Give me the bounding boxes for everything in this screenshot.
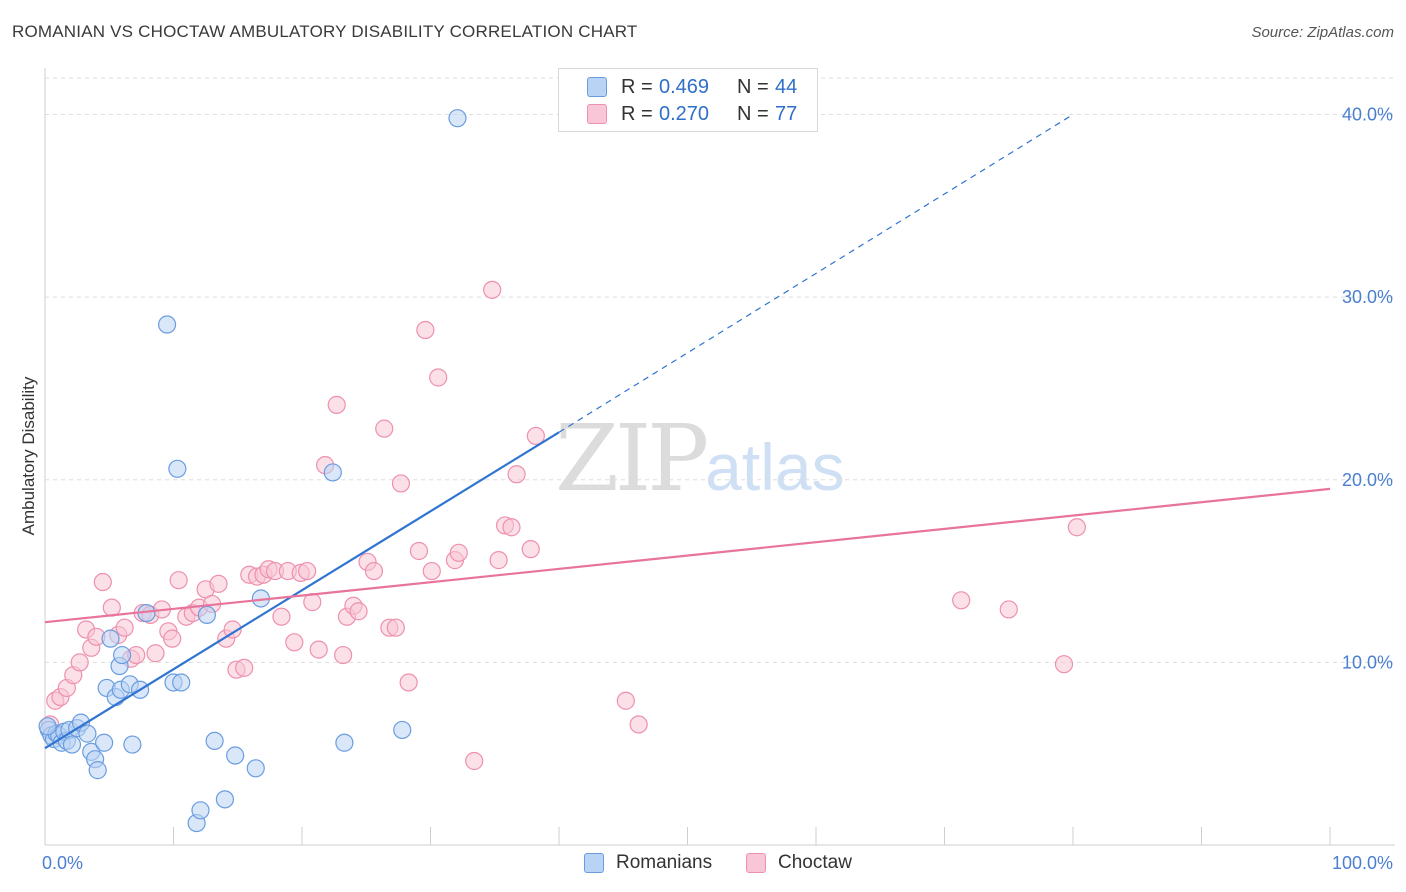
romanians-point: [191, 801, 210, 820]
choctaw-point: [70, 653, 89, 672]
choctaw-point: [507, 465, 526, 484]
r-label: R =: [621, 75, 653, 98]
choctaw-point: [298, 561, 317, 581]
choctaw-point: [489, 551, 508, 570]
choctaw-point: [93, 572, 112, 592]
romanians-point: [157, 315, 177, 334]
watermark-main: ZIP: [555, 405, 709, 512]
legend-row-romanians: R = 0.469 N = 44: [587, 75, 797, 99]
series-legend: Romanians Choctaw: [0, 852, 1406, 878]
r-label: R =: [621, 102, 653, 125]
choctaw-point: [422, 561, 441, 581]
choctaw-point: [629, 715, 648, 734]
y-axis-label: Ambulatory Disability: [19, 376, 38, 535]
n-value: 77: [775, 102, 798, 125]
romanians-point: [88, 761, 107, 780]
r-value: 0.270: [659, 102, 710, 125]
choctaw-swatch: [587, 104, 607, 124]
stats-legend: R = 0.469 N = 44 R = 0.270 N = 77: [558, 68, 818, 132]
y-tick-label: 20.0%: [1342, 470, 1393, 490]
legend-item-choctaw: Choctaw: [746, 852, 852, 874]
choctaw-swatch: [746, 853, 766, 873]
choctaw-point: [399, 673, 418, 692]
romanians-point: [38, 717, 57, 736]
choctaw-point: [349, 602, 368, 621]
watermark: ZIPatlas: [555, 405, 845, 512]
choctaw-point: [449, 543, 468, 562]
choctaw-point: [409, 541, 429, 561]
romanians-point: [246, 759, 265, 778]
choctaw-point: [285, 633, 304, 652]
legend-item-romanians: Romanians: [584, 852, 712, 874]
choctaw-point: [416, 320, 435, 340]
choctaw-point: [146, 644, 165, 663]
n-value: 44: [775, 75, 798, 98]
choctaw-point: [163, 629, 182, 648]
legend-label-choctaw: Choctaw: [778, 852, 852, 873]
choctaw-point: [309, 640, 328, 659]
choctaw-point: [465, 751, 484, 771]
romanians-point: [112, 645, 132, 665]
choctaw-point: [209, 574, 228, 593]
n-label: N =: [737, 102, 769, 125]
choctaw-point: [1054, 655, 1074, 674]
romanians-point: [62, 735, 82, 754]
romanians-trendline-extension: [558, 114, 1074, 433]
choctaw-point: [526, 426, 545, 446]
romanians-point: [323, 463, 342, 482]
r-value: 0.469: [659, 75, 710, 98]
romanians-point: [215, 790, 234, 809]
y-tick-label: 40.0%: [1342, 105, 1393, 125]
romanians-swatch: [584, 853, 604, 873]
romanians-point: [335, 733, 354, 752]
chart-title: ROMANIAN VS CHOCTAW AMBULATORY DISABILIT…: [12, 22, 638, 41]
legend-row-choctaw: R = 0.270 N = 77: [587, 102, 797, 126]
choctaw-point: [999, 600, 1018, 619]
choctaw-point: [223, 620, 242, 639]
choctaw-point: [327, 395, 346, 414]
y-tick-label: 30.0%: [1342, 287, 1393, 307]
romanians-point: [123, 735, 142, 754]
choctaw-point: [102, 598, 121, 617]
choctaw-point: [272, 607, 291, 626]
x-tick-label: 100.0%: [1332, 853, 1393, 873]
choctaw-point: [334, 645, 353, 665]
n-label: N =: [737, 75, 769, 98]
choctaw-point: [364, 561, 384, 581]
choctaw-point: [521, 540, 540, 559]
romanians-point: [95, 733, 114, 752]
romanians-point: [172, 673, 191, 692]
romanians-point: [205, 731, 224, 751]
romanians-point: [448, 109, 467, 128]
watermark-sub: atlas: [705, 430, 845, 504]
choctaw-trendline: [44, 487, 1331, 624]
choctaw-point: [429, 368, 448, 387]
romanians-swatch: [587, 77, 607, 97]
romanians-trendline: [44, 431, 560, 750]
romanians-point: [101, 629, 120, 648]
choctaw-point: [115, 618, 134, 637]
y-tick-label: 10.0%: [1342, 652, 1393, 672]
choctaw-point: [169, 571, 188, 590]
choctaw-point: [386, 618, 405, 637]
romanians-point: [78, 724, 97, 743]
choctaw-point: [1067, 518, 1086, 537]
source-label: Source: ZipAtlas.com: [1251, 24, 1394, 41]
choctaw-point: [235, 658, 254, 677]
choctaw-point: [502, 518, 521, 537]
romanians-point: [393, 720, 412, 740]
romanians-point: [226, 746, 245, 765]
romanians-point: [168, 459, 187, 478]
choctaw-point: [952, 591, 971, 610]
x-tick-label: 0.0%: [42, 853, 83, 873]
choctaw-point: [375, 419, 394, 438]
legend-label-romanians: Romanians: [616, 852, 713, 873]
romanians-point: [197, 605, 217, 625]
choctaw-point: [391, 474, 411, 493]
choctaw-point: [483, 280, 502, 299]
choctaw-point: [616, 691, 635, 710]
